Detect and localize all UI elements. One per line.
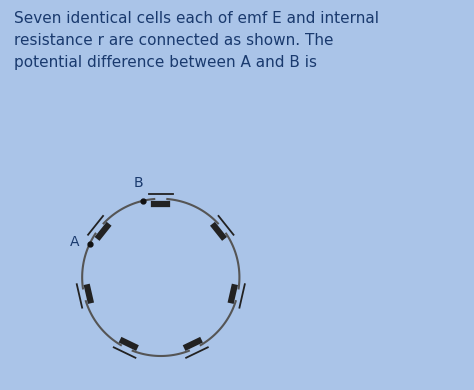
Text: A: A <box>70 235 79 249</box>
Text: Seven identical cells each of emf E and internal
resistance r are connected as s: Seven identical cells each of emf E and … <box>14 11 379 71</box>
Text: B: B <box>134 176 144 190</box>
